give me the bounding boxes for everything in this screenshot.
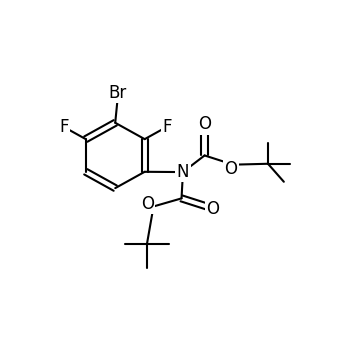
Text: Br: Br [109,84,127,102]
Text: F: F [162,118,171,136]
Text: O: O [198,116,211,134]
Text: F: F [59,118,69,136]
Text: O: O [141,195,154,213]
Text: N: N [177,163,189,181]
Text: O: O [206,200,219,218]
Text: O: O [225,160,238,178]
